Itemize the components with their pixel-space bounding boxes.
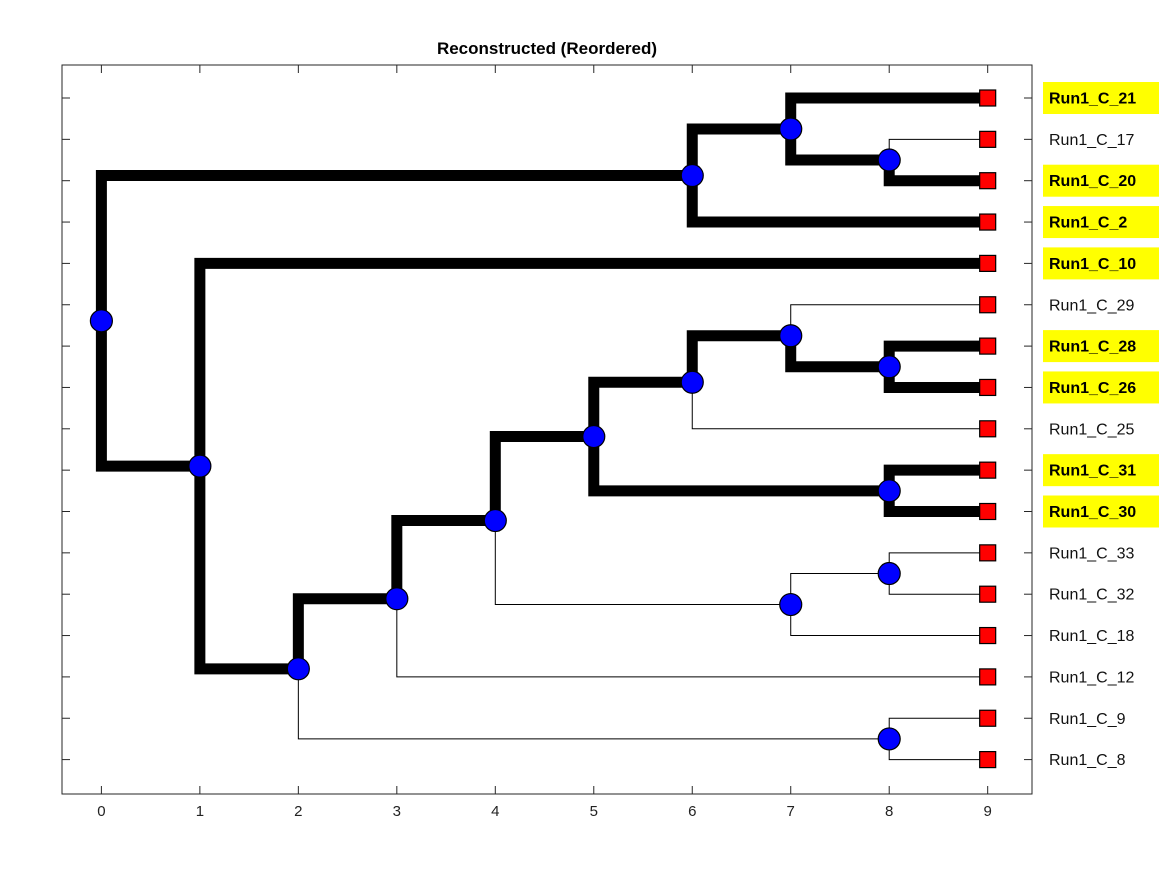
- branch-edge-thick: [686, 330, 797, 388]
- internal-node: [483, 508, 507, 533]
- x-tick-label: 3: [393, 803, 401, 820]
- leaf-highlight: [1043, 330, 1159, 363]
- x-tick-label: 7: [787, 803, 795, 820]
- internal-node: [779, 324, 803, 348]
- branch-edge-thick: [391, 515, 501, 605]
- internal-node: [89, 309, 113, 333]
- leaf-label: Run1_C_12: [1049, 669, 1135, 686]
- leaf-label: Run1_C_32: [1049, 587, 1135, 604]
- leaf-node: [979, 461, 997, 479]
- leaf-label: Run1_C_25: [1049, 421, 1135, 438]
- thin-edges: [297, 138, 989, 761]
- leaf-label: Run1_C_20: [1049, 173, 1136, 190]
- branch-edge-thick: [588, 431, 895, 497]
- leaf-node: [979, 337, 997, 355]
- tree-nodes: [89, 89, 997, 769]
- x-tick-label: 1: [196, 803, 204, 820]
- leaf-node: [979, 544, 997, 562]
- branch-edge-thick: [292, 593, 403, 675]
- internal-node: [779, 592, 803, 617]
- branch-edge-thick: [686, 170, 994, 228]
- leaf-node: [979, 585, 997, 603]
- leaf-labels: Run1_C_21 Run1_C_17 Run1_C_20 Run1_C_2 Run1_…: [1043, 82, 1159, 769]
- chart-title: Reconstructed (Reordered): [437, 39, 657, 58]
- branch-edge-thick: [489, 431, 600, 527]
- internal-node: [877, 561, 901, 586]
- internal-node: [877, 479, 901, 503]
- internal-node: [877, 148, 901, 172]
- internal-node: [680, 370, 704, 394]
- branch-edge-thick: [588, 376, 698, 443]
- leaf-label: Run1_C_17: [1049, 132, 1135, 149]
- x-tick-label: 9: [984, 803, 992, 820]
- branch-edge-thick: [95, 170, 698, 327]
- branch-edge-thick: [686, 123, 797, 182]
- leaf-node: [979, 709, 997, 727]
- leaf-highlight: [1043, 164, 1159, 197]
- leaf-node: [979, 172, 997, 190]
- leaf-highlight: [1043, 247, 1159, 280]
- x-tick-label: 5: [590, 803, 598, 820]
- internal-node: [877, 727, 901, 751]
- internal-node: [286, 657, 310, 681]
- leaf-node: [979, 378, 997, 397]
- x-tick-label: 4: [491, 803, 499, 820]
- leaf-label: Run1_C_18: [1049, 628, 1135, 645]
- leaf-label: Run1_C_8: [1049, 752, 1126, 769]
- internal-node: [877, 355, 901, 379]
- branch-edge-thin: [396, 598, 989, 678]
- branch-edge-thick: [95, 315, 206, 472]
- x-tick-label: 0: [97, 803, 105, 820]
- leaf-highlight: [1043, 206, 1159, 239]
- internal-node: [188, 454, 212, 478]
- axis-ticks: 0 1 2 3 4 5 6 7 8 9: [62, 65, 1032, 820]
- x-tick-label: 6: [688, 803, 696, 820]
- leaf-label: Run1_C_28: [1049, 339, 1136, 356]
- leaf-label: Run1_C_10: [1049, 256, 1136, 273]
- x-tick-label: 2: [294, 803, 302, 820]
- branch-edge-thin: [494, 520, 792, 606]
- leaf-node: [979, 626, 997, 645]
- leaf-node: [979, 130, 997, 148]
- leaf-highlight: [1043, 495, 1159, 528]
- leaf-node: [979, 502, 997, 521]
- leaf-label: Run1_C_2: [1049, 215, 1127, 232]
- branch-edge-thick: [194, 257, 994, 472]
- leaf-node: [979, 750, 997, 769]
- internal-node: [385, 587, 409, 611]
- leaf-node: [979, 296, 997, 314]
- internal-node: [582, 424, 606, 449]
- leaf-highlight: [1043, 82, 1159, 114]
- branch-edge-thin: [691, 381, 989, 430]
- x-tick-label: 8: [885, 803, 893, 820]
- leaf-label: Run1_C_21: [1049, 91, 1136, 108]
- internal-node: [680, 163, 704, 188]
- leaf-label: Run1_C_33: [1049, 545, 1135, 562]
- leaf-label: Run1_C_26: [1049, 380, 1136, 397]
- leaf-node: [979, 668, 997, 686]
- leaf-node: [979, 213, 997, 231]
- internal-node: [779, 117, 803, 141]
- leaf-label: Run1_C_9: [1049, 711, 1126, 728]
- leaf-label: Run1_C_30: [1049, 504, 1136, 521]
- leaf-highlight: [1043, 371, 1159, 404]
- leaf-node: [979, 254, 997, 272]
- leaf-node: [979, 420, 997, 438]
- branch-edge-thin: [297, 668, 890, 740]
- branch-edge-thick: [194, 460, 304, 675]
- leaf-label: Run1_C_31: [1049, 463, 1136, 480]
- leaf-node: [979, 89, 997, 107]
- leaf-label: Run1_C_29: [1049, 297, 1135, 314]
- leaf-highlight: [1043, 454, 1159, 487]
